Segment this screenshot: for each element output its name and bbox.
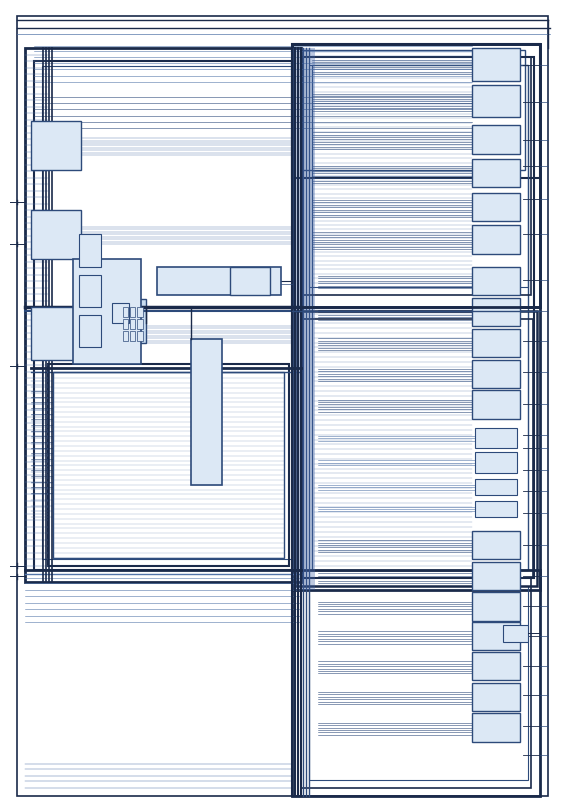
- Bar: [191, 339, 222, 485]
- Bar: [31, 121, 81, 170]
- Bar: [137, 307, 143, 317]
- Bar: [475, 428, 517, 448]
- Bar: [472, 267, 520, 295]
- Bar: [42, 66, 292, 559]
- Bar: [472, 683, 520, 711]
- Bar: [73, 259, 140, 364]
- Bar: [292, 44, 540, 178]
- Bar: [472, 713, 520, 742]
- Bar: [503, 625, 528, 642]
- Bar: [53, 372, 284, 558]
- Bar: [301, 57, 531, 295]
- Bar: [472, 390, 520, 419]
- Bar: [301, 578, 531, 788]
- Bar: [295, 311, 537, 586]
- Bar: [130, 307, 135, 317]
- Bar: [472, 225, 520, 254]
- Bar: [137, 331, 143, 341]
- Bar: [34, 61, 292, 570]
- Bar: [472, 159, 520, 187]
- Bar: [123, 331, 128, 341]
- Bar: [472, 360, 520, 388]
- Bar: [472, 562, 520, 590]
- Bar: [137, 319, 143, 329]
- Bar: [472, 652, 520, 680]
- Bar: [302, 319, 533, 578]
- Bar: [472, 298, 520, 326]
- Bar: [79, 315, 101, 347]
- Bar: [130, 331, 135, 341]
- Bar: [79, 234, 101, 267]
- Bar: [303, 57, 534, 578]
- Bar: [130, 319, 135, 329]
- Bar: [292, 44, 540, 590]
- Bar: [123, 307, 128, 317]
- Bar: [292, 48, 315, 590]
- Bar: [31, 210, 81, 259]
- Bar: [31, 307, 81, 360]
- Bar: [157, 267, 281, 295]
- Bar: [123, 319, 128, 329]
- Bar: [230, 267, 270, 295]
- Bar: [309, 586, 528, 780]
- Bar: [472, 193, 520, 221]
- Bar: [472, 622, 520, 650]
- Bar: [25, 48, 301, 582]
- Bar: [475, 452, 517, 473]
- Bar: [475, 479, 517, 495]
- Bar: [472, 531, 520, 559]
- Bar: [472, 329, 520, 357]
- Bar: [472, 125, 520, 154]
- Bar: [112, 303, 129, 323]
- Bar: [48, 364, 289, 566]
- Bar: [301, 50, 525, 170]
- Bar: [121, 299, 146, 343]
- Bar: [79, 275, 101, 307]
- Bar: [292, 44, 540, 307]
- Bar: [472, 48, 520, 81]
- Bar: [472, 85, 520, 117]
- Bar: [312, 65, 528, 570]
- Bar: [292, 570, 540, 796]
- Bar: [309, 65, 528, 287]
- Bar: [472, 592, 520, 621]
- Bar: [475, 501, 517, 517]
